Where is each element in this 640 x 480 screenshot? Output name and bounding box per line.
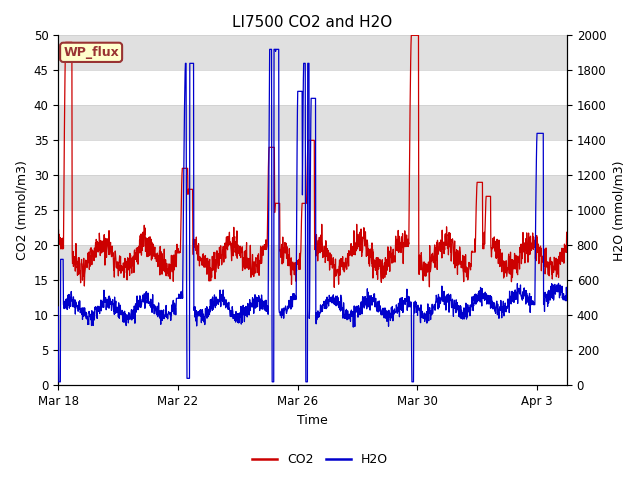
Y-axis label: CO2 (mmol/m3): CO2 (mmol/m3) [15, 160, 28, 260]
Bar [58, 36, 567, 71]
Bar [58, 245, 567, 280]
X-axis label: Time: Time [297, 414, 328, 427]
Y-axis label: H2O (mmol/m3): H2O (mmol/m3) [612, 160, 625, 261]
Bar [58, 315, 567, 350]
Title: LI7500 CO2 and H2O: LI7500 CO2 and H2O [232, 15, 393, 30]
Text: WP_flux: WP_flux [63, 46, 119, 59]
Bar [58, 175, 567, 210]
Bar [58, 105, 567, 140]
Legend: CO2, H2O: CO2, H2O [247, 448, 393, 471]
